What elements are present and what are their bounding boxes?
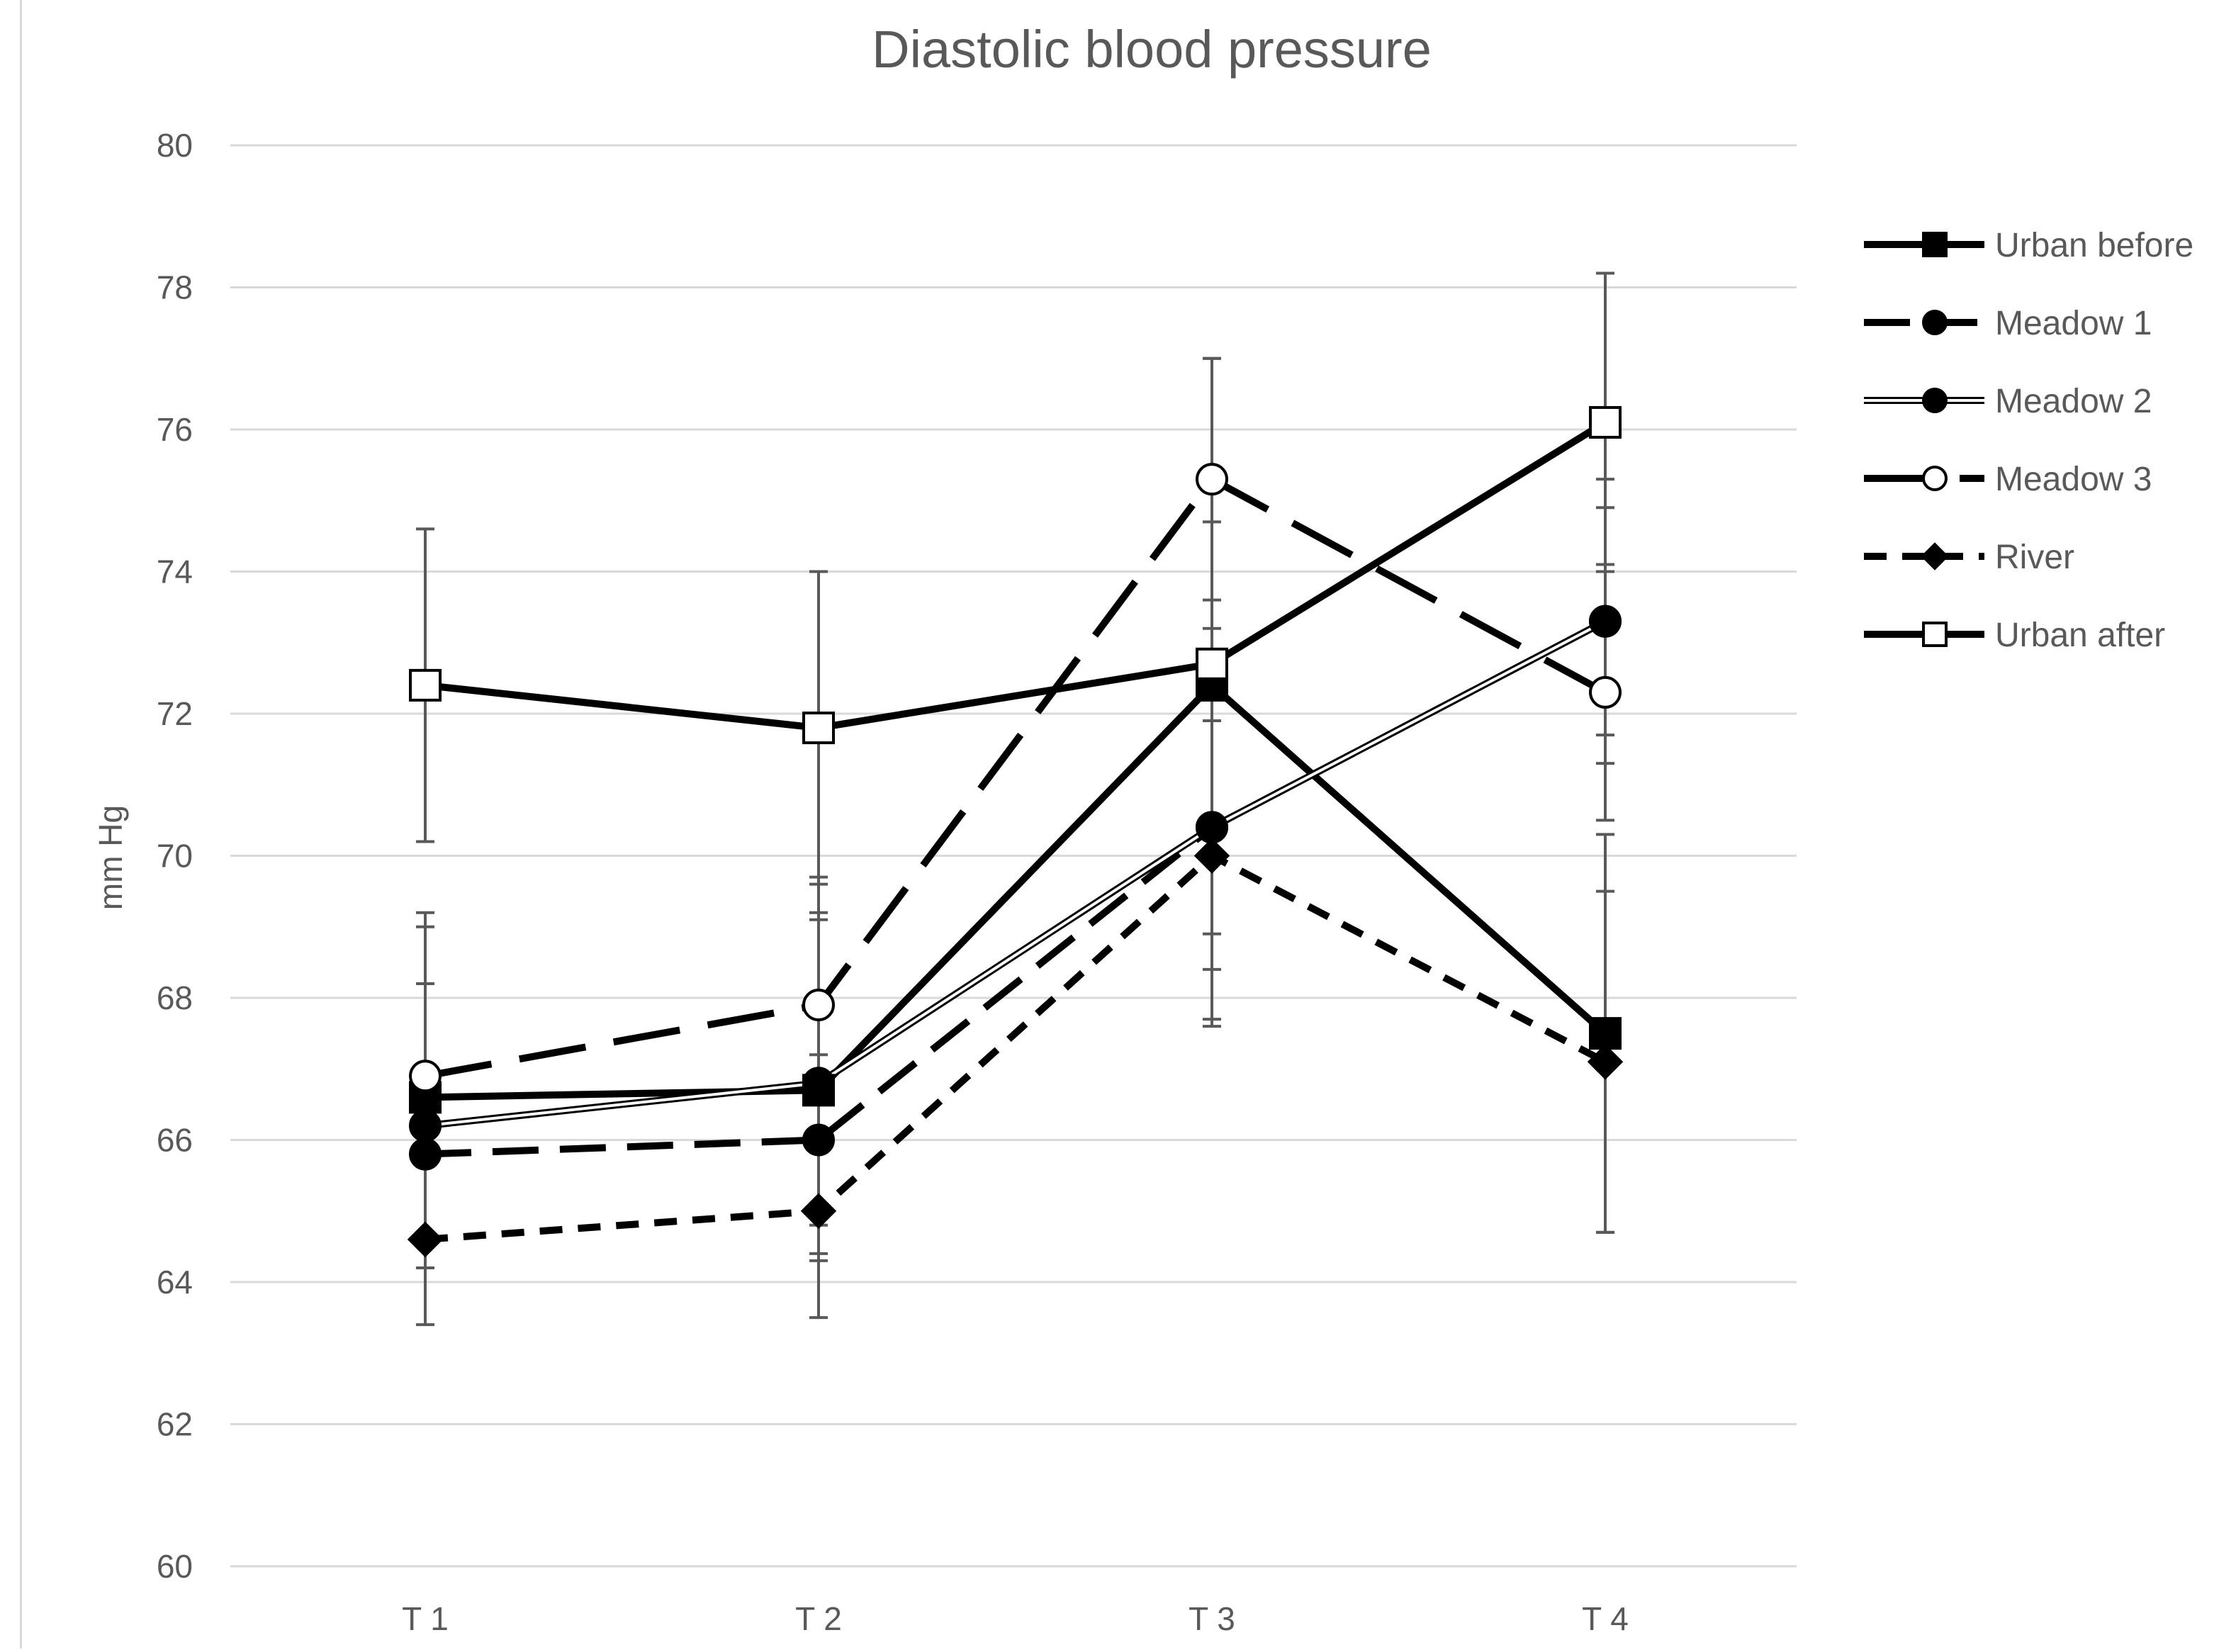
y-tick-label-68: 68 [157,979,193,1016]
legend-item-2: Meadow 1 [1864,305,2152,342]
left-border-line [20,0,22,1648]
series-line-1 [425,681,1608,1101]
data-point-s2-p2 [802,1123,835,1157]
series-line-6 [425,419,1607,732]
data-point-s5-p2 [800,1193,837,1229]
legend-label-3: Meadow 2 [1995,383,2152,420]
y-tick-label-74: 74 [157,554,193,590]
legend: Urban before Meadow 1 Meadow 2 Meadow 3 Rive… [1864,227,2193,654]
data-point-s4-p4 [1589,675,1622,709]
y-tick-label-70: 70 [157,838,193,875]
legend-label-5: River [1995,539,2074,576]
data-point-s3-p2 [802,1067,835,1100]
legend-marker-1 [1922,232,1948,257]
data-point-s6-p1 [409,668,442,702]
x-tick-label-2: T 2 [795,1600,842,1637]
y-tick-label-62: 62 [157,1406,193,1443]
series-markers [407,405,1624,1258]
y-tick-label-66: 66 [157,1122,193,1159]
y-tick-labels: 60 62 64 66 68 70 72 74 76 78 80 [157,127,193,1585]
legend-item-4: Meadow 3 [1864,461,2152,498]
data-point-s3-p3 [1196,811,1228,844]
legend-label-4: Meadow 3 [1995,461,2152,498]
chart-title: Diastolic blood pressure [872,20,1432,79]
series-line-5 [425,852,1607,1243]
data-point-s5-p4 [1587,1044,1624,1080]
data-point-s4-p2 [802,989,835,1022]
x-tick-label-4: T 4 [1582,1600,1629,1637]
y-tick-label-64: 64 [157,1264,193,1300]
data-point-s5-p1 [407,1221,444,1258]
legend-marker-4 [1922,466,1948,491]
legend-item-5: River [1864,539,2074,576]
y-tick-label-80: 80 [157,127,193,164]
x-tick-label-3: T 3 [1189,1600,1235,1637]
data-point-s6-p2 [802,712,835,745]
legend-marker-6 [1922,622,1948,647]
data-point-s4-p3 [1196,463,1228,496]
legend-item-6: Urban after [1864,617,2165,654]
legend-marker-2 [1922,310,1948,335]
data-point-s6-p3 [1196,647,1228,680]
series-line-3-inner [425,619,1606,1128]
data-point-s6-p4 [1589,405,1622,439]
legend-marker-3 [1922,388,1948,413]
y-axis-label: mm Hg [92,805,129,910]
series-lines [425,419,1608,1243]
data-point-s5-p3 [1193,838,1230,874]
data-point-s2-p1 [409,1137,442,1171]
x-tick-labels: T 1 T 2 T 3 T 4 [402,1600,1629,1637]
error-bars [416,271,1614,1327]
data-point-s3-p1 [409,1109,442,1142]
legend-label-1: Urban before [1995,227,2193,264]
y-tick-label-60: 60 [157,1548,193,1585]
legend-item-1: Urban before [1864,227,2193,264]
legend-item-3: Meadow 2 [1864,383,2152,420]
y-tick-label-76: 76 [157,411,193,448]
y-tick-label-72: 72 [157,695,193,732]
y-tick-label-78: 78 [157,269,193,306]
legend-label-6: Urban after [1995,617,2165,654]
legend-marker-5 [1921,542,1949,571]
x-tick-label-1: T 1 [402,1600,449,1637]
legend-label-2: Meadow 1 [1995,305,2152,342]
gridlines [230,144,1797,1568]
series-line-4 [425,476,1607,1080]
data-point-s4-p1 [409,1060,442,1093]
data-point-s1-p4 [1589,1017,1622,1050]
data-point-s3-p4 [1589,605,1622,638]
